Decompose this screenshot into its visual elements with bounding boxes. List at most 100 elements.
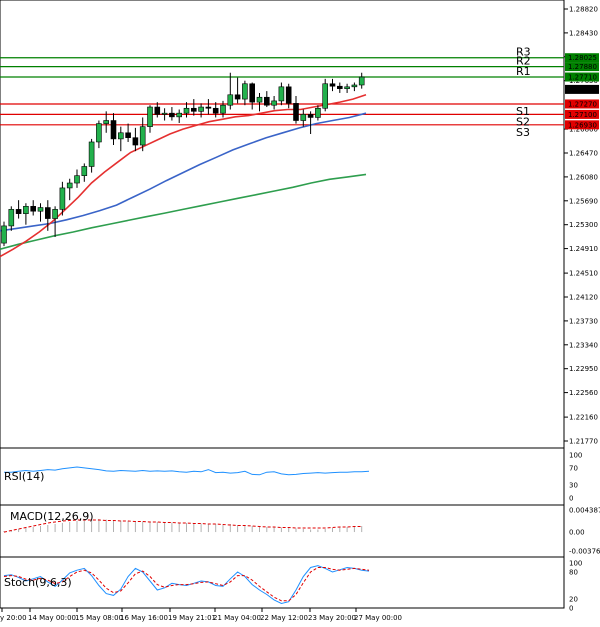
candle-body: [307, 114, 314, 118]
support-resistance-labels: R3 1.28025 R2 1.27880 R1 1.27710 S1 1.27270 S2 1.…: [516, 46, 599, 139]
candle-body: [88, 141, 95, 167]
stoch-tick-label: 0: [569, 605, 573, 613]
candle-body: [234, 94, 241, 100]
candle-body: [227, 94, 234, 106]
support-tag: [565, 99, 599, 109]
candle-body: [103, 120, 109, 124]
rsi-tick-label: 30: [569, 482, 578, 490]
resistance-value: 1.28025: [568, 54, 597, 62]
candlesticks: [1, 72, 365, 247]
stoch-tick-label: 100: [569, 560, 582, 568]
ma-mid-line: [0, 112, 367, 232]
stoch-k-line: [3, 565, 370, 605]
y-tick-label: 1.25300: [569, 221, 598, 229]
candle-body: [329, 83, 336, 87]
candle-body: [96, 123, 102, 143]
candle-body: [300, 114, 307, 121]
candle-body: [176, 112, 182, 118]
x-tick-label: 23 May 20:00: [308, 614, 356, 622]
x-tick-label: 15 May 08:00: [75, 614, 123, 622]
macd-label: MACD(12,26,9): [10, 510, 94, 523]
candle-body: [161, 112, 168, 115]
y-tick-label: 1.24120: [569, 294, 598, 302]
y-tick-label: 1.28820: [569, 6, 598, 14]
candle-body: [249, 83, 255, 103]
macd-tick-label: 0.004387: [569, 507, 600, 515]
resistance-tag: [565, 53, 599, 63]
candle-body: [183, 107, 190, 114]
candle-body: [169, 112, 175, 118]
current-price-value: 1.27508: [568, 86, 597, 94]
y-tick-label: 1.22160: [569, 414, 598, 422]
resistance-tag: [565, 72, 599, 82]
stoch-label: Stoch(9,6,3): [4, 576, 72, 589]
candle-body: [118, 132, 124, 140]
candle-body: [74, 175, 80, 184]
candle-body: [154, 106, 161, 115]
y-tick-label: 1.26080: [569, 173, 598, 181]
y-tick-label: 1.21770: [569, 438, 598, 446]
candle-body: [278, 86, 285, 102]
macd-signal-line: [3, 519, 362, 533]
candle-body: [44, 207, 51, 219]
rsi-tick-label: 100: [569, 452, 582, 460]
resistance-value: 1.27710: [568, 74, 597, 82]
candle-body: [110, 120, 117, 140]
y-tick-label: 1.23340: [569, 341, 598, 349]
x-tick-label: 14 May 00:00: [28, 614, 76, 622]
candle-body: [256, 96, 263, 103]
stoch-d-line: [3, 567, 370, 602]
candle-body: [344, 86, 350, 89]
support-value: 1.27100: [568, 111, 597, 119]
macd-tick-label: 0.00: [569, 529, 585, 537]
candle-body: [271, 100, 277, 106]
x-tick-label: 22 May 12:00: [260, 614, 308, 622]
rsi-line: [4, 466, 370, 476]
support-value: 1.26930: [568, 121, 597, 129]
resistance-name: R3: [516, 46, 531, 59]
rsi-tick-label: 0: [569, 495, 573, 503]
support-name: S2: [516, 115, 530, 128]
candle-body: [30, 206, 37, 212]
resistance-name: R1: [516, 65, 531, 78]
candle-body: [293, 103, 299, 121]
stoch-panel-frame: [0, 556, 565, 609]
y-tick-label: 1.25690: [569, 197, 598, 205]
y-tick-label: 1.28430: [569, 29, 598, 37]
y-tick-label: 1.23730: [569, 317, 598, 325]
macd-tick-label: -0.003769: [569, 548, 600, 556]
support-name: S3: [516, 126, 530, 139]
candle-body: [285, 86, 292, 104]
current-price-tag: [565, 84, 599, 94]
stoch-tick-label: 80: [569, 569, 578, 577]
candle-body: [315, 107, 321, 118]
candle-body: [212, 107, 219, 114]
candle-body: [8, 209, 15, 227]
main-price-panel: 1.288201.284301.280401.276501.268601.264…: [0, 0, 599, 449]
y-tick-label: 1.26860: [569, 126, 598, 134]
y-tick-label: 1.22950: [569, 365, 598, 373]
y-tick-label: 1.24910: [569, 245, 598, 253]
candle-body: [59, 187, 66, 210]
y-tick-label: 1.24510: [569, 270, 598, 278]
candle-body: [66, 182, 73, 189]
candle-body: [147, 106, 153, 127]
candle-body: [263, 96, 270, 106]
x-tick-label: 19 May 21:01: [168, 614, 216, 622]
candle-body: [23, 206, 29, 214]
x-tick-label: 16 May 16:00: [120, 614, 168, 622]
support-resistance-lines: [0, 57, 564, 126]
candle-body: [351, 84, 358, 88]
support-name: S1: [516, 105, 530, 118]
macd-y-axis: 0.004387 0.00 -0.003769: [569, 507, 600, 556]
support-tag: [565, 120, 599, 130]
resistance-value: 1.27880: [568, 63, 597, 71]
candle-body: [220, 104, 226, 114]
rsi-y-axis: 100 70 30 0: [569, 452, 582, 503]
candle-body: [132, 137, 139, 146]
